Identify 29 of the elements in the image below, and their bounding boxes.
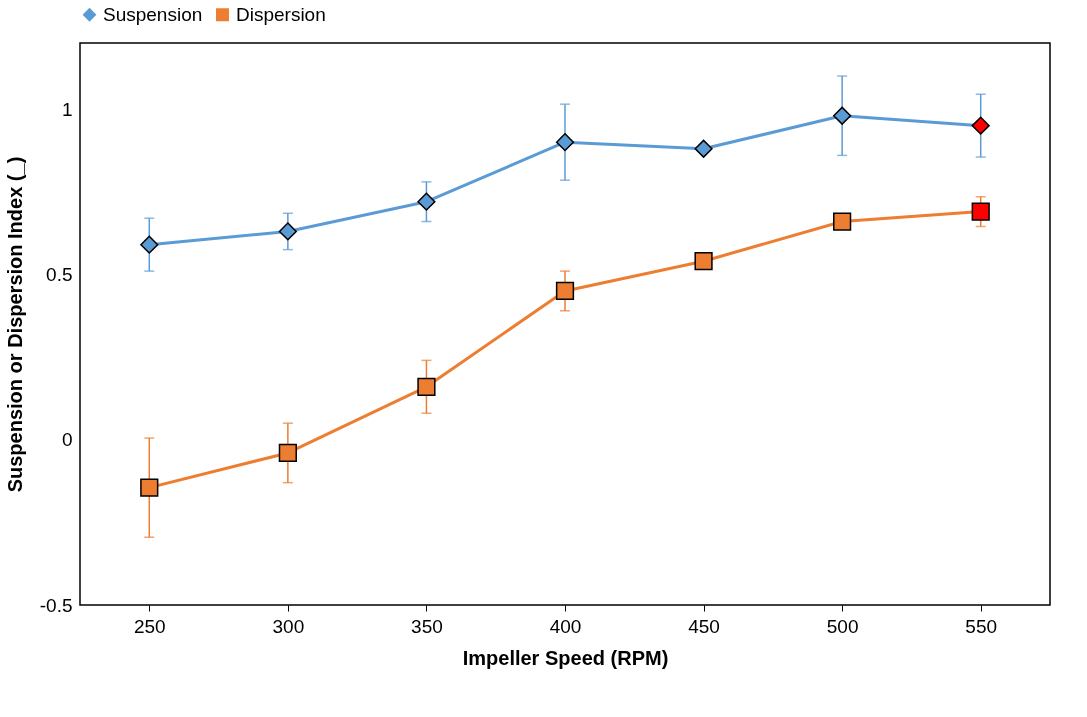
x-tick-label: 450 [688, 615, 720, 637]
point [555, 281, 575, 301]
point [971, 202, 990, 221]
x-tick-label: 300 [272, 615, 305, 637]
y-tick-label: 1 [61, 98, 73, 120]
y-tick-label: 0.5 [46, 263, 73, 285]
point [417, 377, 436, 396]
point [694, 252, 713, 271]
point [140, 235, 159, 254]
x-tick-label: 400 [549, 615, 582, 637]
y-tick-label: -0.5 [39, 594, 73, 616]
y-axis-title: Suspension or Dispersion Index (_) [3, 156, 26, 493]
x-tick-label: 350 [411, 615, 443, 637]
y-tick-label: 0 [61, 429, 73, 451]
legend-label: Dispersion [236, 3, 326, 25]
point [417, 192, 436, 211]
point [694, 139, 713, 158]
point [140, 478, 159, 497]
x-tick-label: 550 [965, 615, 998, 637]
point [278, 222, 297, 241]
x-tick-label: 500 [826, 615, 859, 637]
legend-label: Suspension [103, 3, 203, 25]
point [555, 133, 575, 152]
x-axis-title: Impeller Speed (RPM) [462, 646, 669, 669]
point [833, 106, 852, 125]
point [833, 212, 852, 231]
point [971, 116, 990, 135]
x-tick-label: 250 [133, 615, 166, 637]
point [278, 443, 297, 463]
